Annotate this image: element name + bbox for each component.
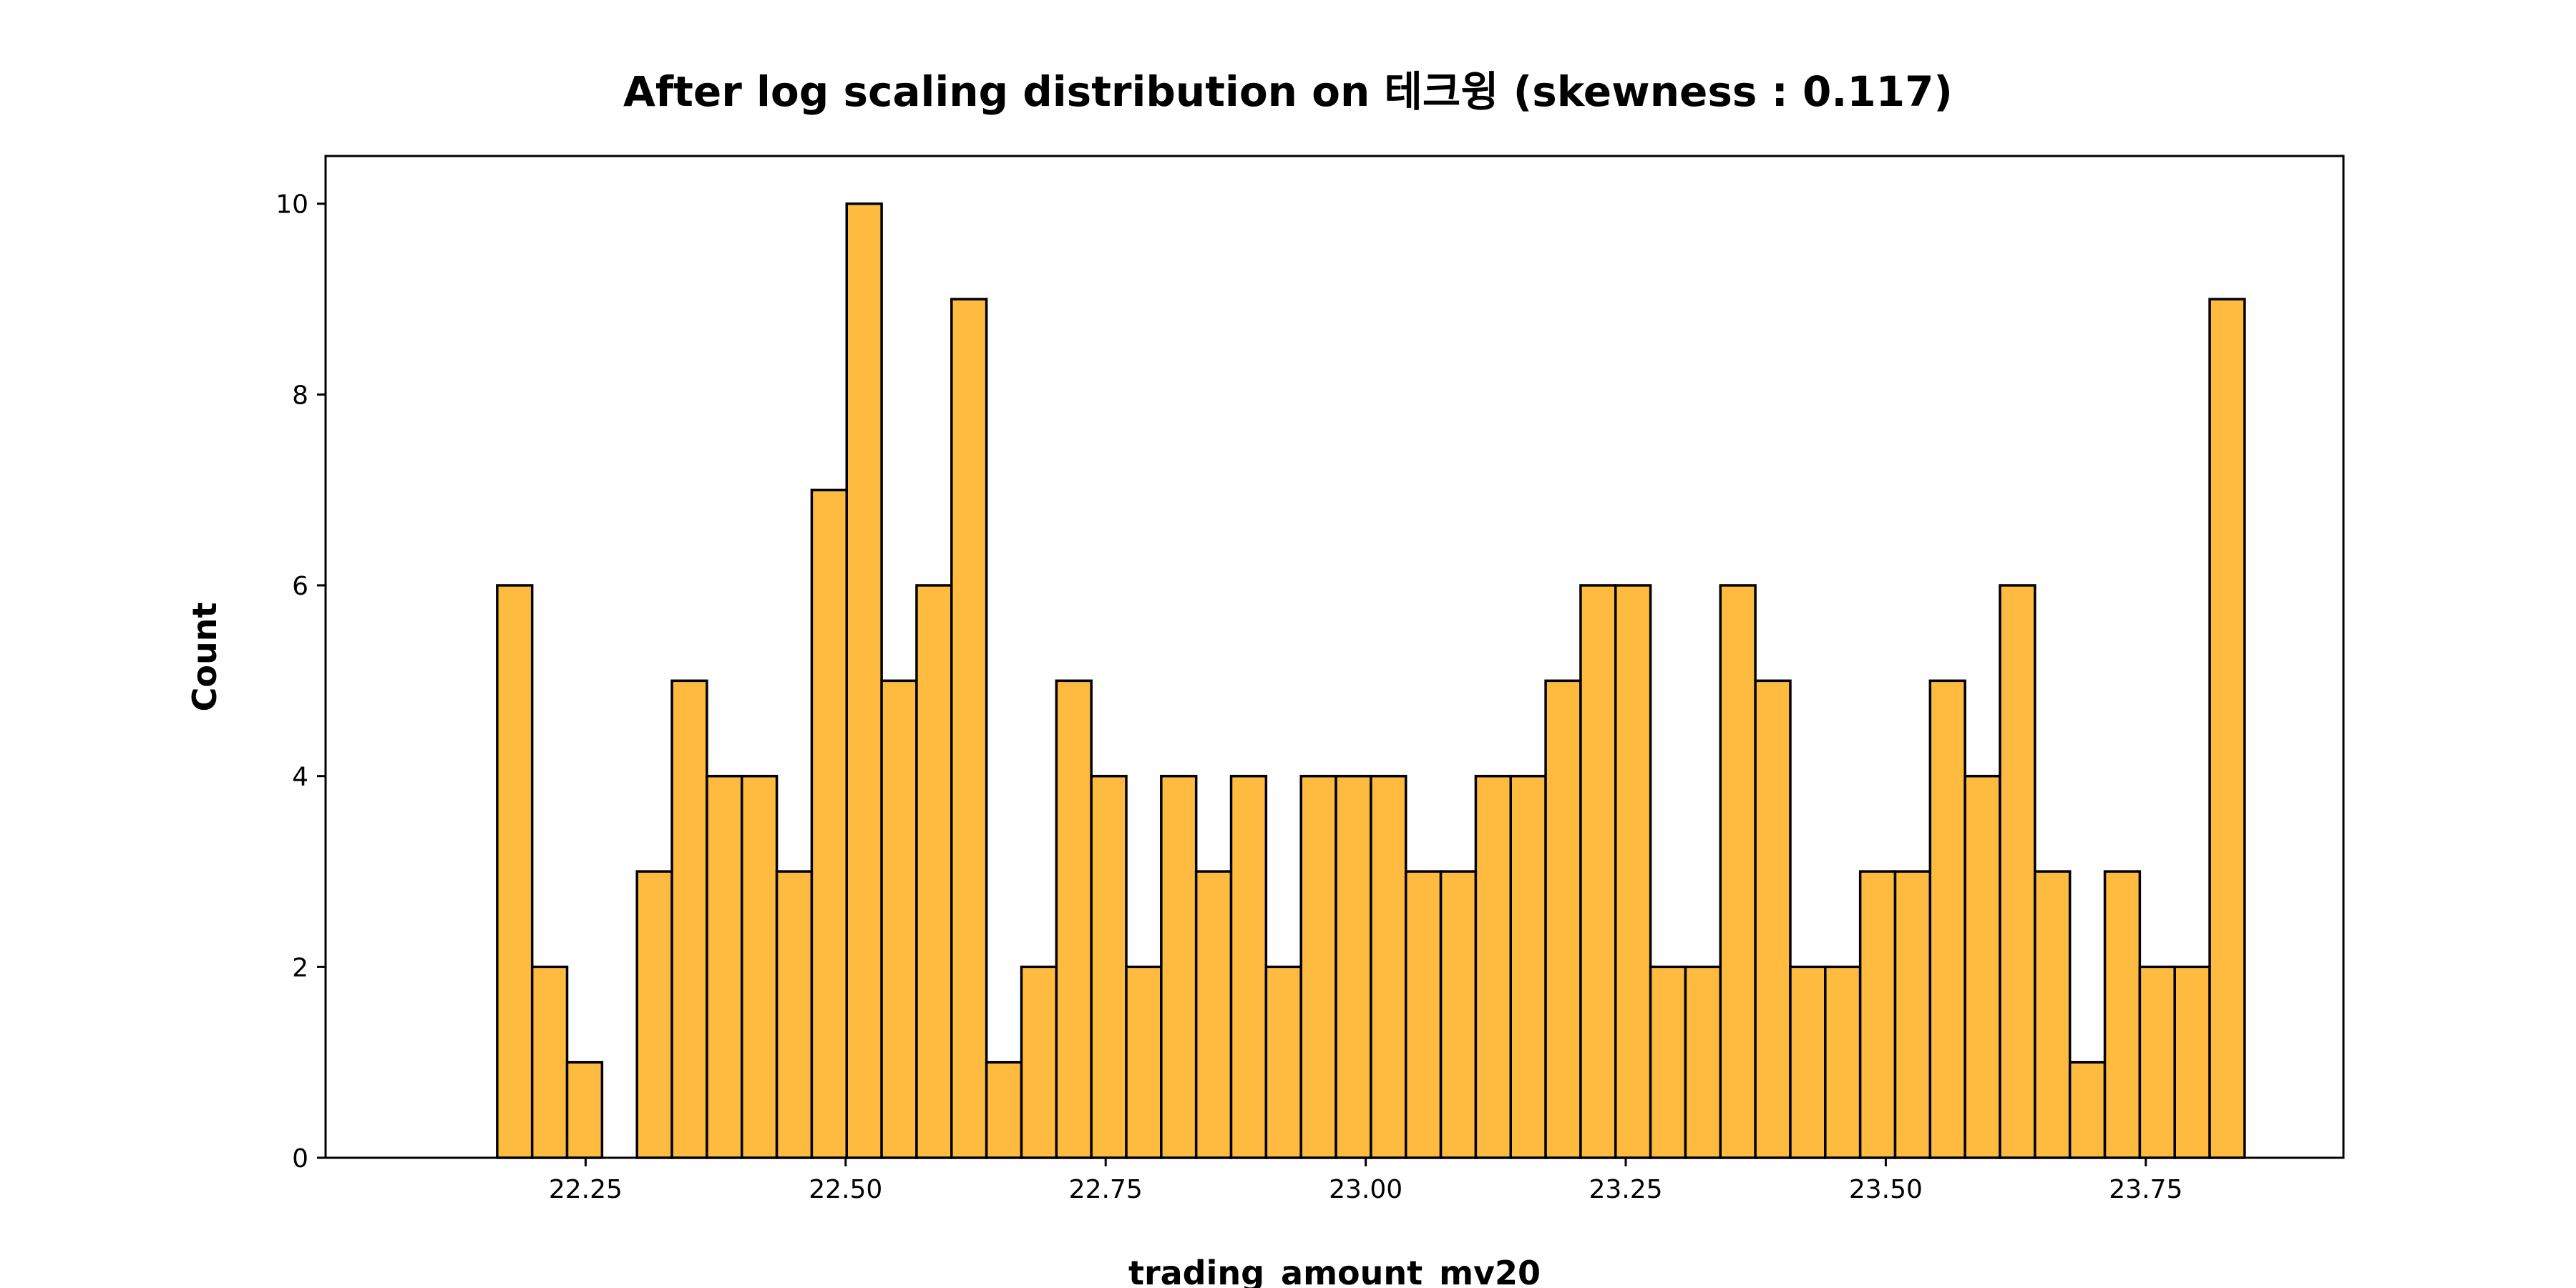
x-axis-ticks: 22.25 22.50 22.75 23.00 23.25 23.50 23.75: [549, 1158, 2182, 1204]
y-tick-label: 6: [292, 572, 308, 601]
histogram-bar: [2068, 1060, 2107, 1159]
histogram-bar: [1858, 870, 1897, 1159]
x-tick-label: 23.25: [1589, 1175, 1662, 1204]
x-axis-label: trading_amount_mv20: [1128, 1254, 1541, 1288]
histogram-bar: [1229, 774, 1268, 1159]
histogram-bar: [1335, 774, 1372, 1159]
histogram-bar: [1090, 774, 1128, 1159]
histogram-bar: [985, 1060, 1023, 1159]
x-tick-label: 23.00: [1329, 1175, 1402, 1204]
histogram-bar: [2034, 870, 2072, 1159]
histogram-bar: [670, 679, 708, 1159]
histogram-bar: [2173, 965, 2211, 1159]
histogram-bar: [1194, 870, 1233, 1159]
y-tick-label: 0: [292, 1144, 308, 1174]
histogram-bar: [496, 584, 534, 1159]
histogram-bar: [1928, 679, 1966, 1159]
histogram-bar: [880, 679, 918, 1159]
x-tick-label: 22.25: [549, 1175, 623, 1204]
histogram-bar: [706, 774, 743, 1159]
histogram-bar: [1509, 774, 1547, 1159]
histogram-bar: [1125, 965, 1163, 1159]
histogram-bar: [1893, 870, 1932, 1159]
x-tick-label: 22.75: [1069, 1175, 1143, 1204]
histogram-bar: [1754, 679, 1792, 1159]
histogram-bar: [810, 488, 849, 1159]
histogram-bar: [1264, 965, 1302, 1159]
y-axis-label: Count: [185, 602, 224, 712]
histogram-bar: [1789, 965, 1827, 1159]
histogram-bar: [1684, 965, 1722, 1159]
histogram-bar: [1404, 870, 1443, 1159]
histogram-bar: [740, 774, 779, 1159]
histogram-bar: [1370, 774, 1407, 1159]
histogram-bar: [1160, 774, 1198, 1159]
y-tick-label: 2: [292, 953, 308, 982]
histogram-bar: [1649, 965, 1687, 1159]
histogram-bar: [950, 298, 988, 1159]
histogram-bar: [845, 202, 883, 1159]
histogram-bar: [915, 584, 953, 1159]
bars-layer: [496, 202, 2246, 1159]
y-tick-label: 8: [292, 381, 308, 410]
histogram-bar: [1439, 870, 1478, 1159]
x-tick-label: 22.50: [809, 1175, 882, 1204]
x-tick-label: 23.75: [2109, 1175, 2182, 1204]
histogram-bar: [1614, 584, 1652, 1159]
histogram-bar: [1963, 774, 2001, 1159]
histogram-bar: [2138, 965, 2176, 1159]
histogram-bar: [530, 965, 569, 1159]
histogram-bar: [1999, 584, 2036, 1159]
y-tick-label: 4: [292, 763, 308, 792]
y-axis-ticks: 0 2 4 6 8 10: [275, 190, 326, 1174]
histogram-bar: [1544, 679, 1582, 1159]
plot-frame: [324, 155, 2345, 1159]
histogram-bar: [2208, 298, 2246, 1159]
histogram-bar: [1719, 584, 1757, 1159]
histogram-bar: [1299, 774, 1337, 1159]
histogram-bar: [775, 870, 814, 1159]
histogram-bar: [635, 870, 673, 1159]
y-tick-label: 10: [275, 190, 308, 220]
histogram-bar: [1824, 965, 1862, 1159]
histogram-bar: [1055, 679, 1093, 1159]
histogram-bar: [2103, 870, 2142, 1159]
chart-title: After log scaling distribution on 테크윙 (s…: [623, 67, 1953, 116]
histogram-bar: [1579, 584, 1617, 1159]
histogram-bar: [1020, 965, 1058, 1159]
histogram-bar: [565, 1060, 604, 1159]
x-tick-label: 23.50: [1849, 1175, 1923, 1204]
histogram-bar: [1474, 774, 1512, 1159]
